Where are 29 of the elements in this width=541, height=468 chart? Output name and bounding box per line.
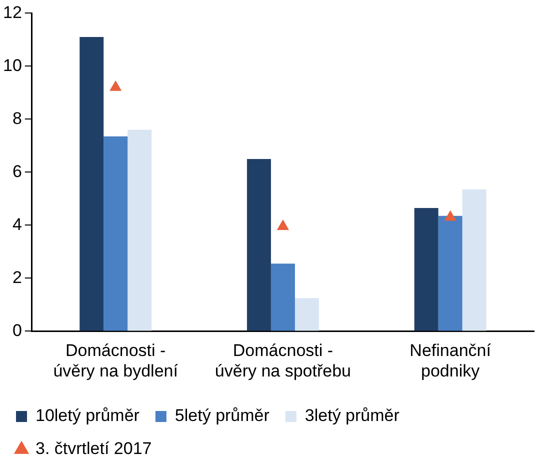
bar bbox=[462, 189, 486, 331]
category-label: Domácnosti - bbox=[66, 341, 166, 360]
legend-label: 10letý průměr bbox=[36, 406, 140, 426]
category-label: úvěry na spotřebu bbox=[214, 361, 351, 380]
bar bbox=[104, 136, 128, 331]
y-tick-label: 10 bbox=[2, 56, 22, 75]
bar bbox=[80, 37, 104, 331]
y-tick-label: 6 bbox=[12, 162, 22, 181]
y-tick-label: 2 bbox=[12, 268, 22, 287]
y-tick-label: 4 bbox=[12, 214, 22, 234]
category-label: Nefinanční bbox=[410, 341, 491, 360]
y-tick-label: 12 bbox=[2, 2, 22, 22]
point bbox=[444, 210, 456, 221]
point bbox=[110, 80, 122, 91]
legend-label: 5letý průměr bbox=[174, 406, 270, 426]
point bbox=[277, 220, 289, 230]
bar bbox=[438, 216, 462, 331]
y-tick-label: 0 bbox=[12, 320, 22, 340]
category-label: Domácnosti - bbox=[232, 341, 334, 360]
bar bbox=[414, 208, 438, 331]
category-label: podniky bbox=[421, 361, 480, 380]
y-tick-label: 8 bbox=[12, 108, 22, 128]
legend-label: 3. čtvrtletí 2017 bbox=[36, 439, 152, 458]
bar bbox=[294, 298, 319, 331]
bar bbox=[128, 130, 152, 331]
bar bbox=[246, 158, 271, 331]
category-label: úvěry na bydlení bbox=[53, 361, 178, 380]
legend-label: 3letý průměr bbox=[304, 406, 400, 426]
bar bbox=[270, 264, 295, 331]
